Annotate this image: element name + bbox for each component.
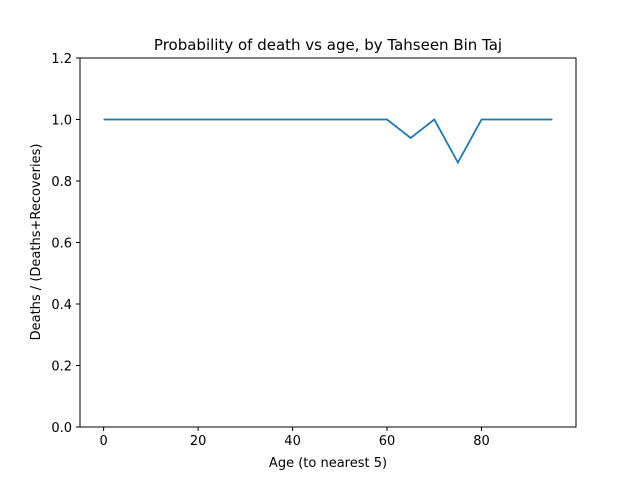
y-axis-label: Deaths / (Deaths+Recoveries)	[29, 144, 44, 341]
y-tick-label: 0.4	[51, 298, 72, 313]
y-tick-label: 0.2	[51, 360, 72, 375]
x-axis-ticks: 0 20 40 60 80	[99, 427, 490, 449]
y-tick-label: 0.8	[51, 175, 72, 190]
y-tick-label: 1.0	[51, 114, 72, 129]
y-tick-label: 0.0	[51, 421, 72, 436]
series-line-0	[103, 118, 553, 165]
y-tick-label: 1.2	[51, 52, 72, 67]
x-axis-label: Age (to nearest 5)	[269, 456, 387, 471]
x-tick-label: 0	[99, 434, 107, 449]
x-tick-label: 80	[473, 434, 490, 449]
y-axis-ticks: 0.0 0.2 0.4 0.6 0.8 1.0 1.2	[51, 52, 80, 436]
x-tick-label: 20	[190, 434, 207, 449]
chart-title: Probability of death vs age, by Tahseen …	[154, 36, 502, 54]
y-tick-label: 0.6	[51, 237, 72, 252]
x-tick-label: 60	[379, 434, 396, 449]
x-tick-label: 40	[284, 434, 301, 449]
